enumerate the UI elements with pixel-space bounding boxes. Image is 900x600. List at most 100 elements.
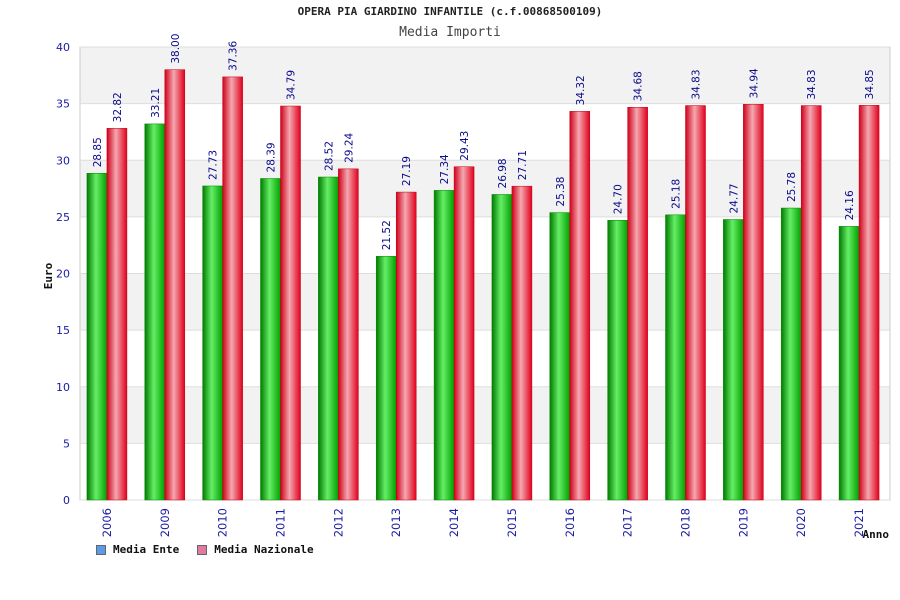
y-axis-label: Euro	[42, 262, 55, 289]
y-axis: 0 5 10 15 20 25 30 35 40	[56, 41, 70, 507]
bar-value-label: 34.79	[286, 70, 298, 100]
x-tick-label: 2011	[274, 508, 288, 537]
bar-nazionale-2013[interactable]	[395, 191, 417, 501]
x-tick-label: 2014	[447, 508, 461, 537]
plot-band	[80, 216, 890, 274]
x-tick-label: 2006	[100, 508, 114, 537]
bar-ente-2014[interactable]	[433, 190, 455, 501]
bar-value-label: 28.85	[92, 137, 104, 167]
bar-value-label: 34.83	[806, 69, 818, 99]
bar-value-label: 21.52	[381, 220, 393, 250]
y-tick-label: 40	[56, 41, 70, 54]
y-tick-label: 30	[56, 154, 70, 167]
legend-swatch-ente	[96, 544, 106, 555]
plot-band	[80, 386, 890, 444]
plot-band	[80, 273, 890, 331]
bar-nazionale-2017[interactable]	[627, 106, 648, 501]
bar-value-label: 34.83	[691, 69, 703, 99]
bar-ente-2018[interactable]	[665, 214, 686, 501]
bar-value-label: 34.68	[633, 71, 645, 101]
bar-value-label: 34.85	[864, 69, 876, 99]
bars	[86, 69, 880, 501]
bar-value-label: 27.71	[517, 150, 529, 180]
x-tick-label: 2015	[505, 508, 519, 537]
y-tick-label: 25	[56, 211, 70, 224]
bar-nazionale-2014[interactable]	[453, 166, 475, 501]
bar-value-label: 37.36	[228, 41, 240, 71]
x-tick-label: 2012	[331, 508, 345, 537]
bar-value-label: 32.82	[112, 92, 124, 122]
plot-band	[80, 330, 890, 387]
bar-ente-2012[interactable]	[318, 176, 339, 501]
plot-band	[80, 47, 890, 104]
bar-nazionale-2010[interactable]	[222, 76, 243, 501]
bar-value-label: 27.34	[439, 154, 451, 184]
bar-ente-2016[interactable]	[549, 212, 571, 501]
plot-band	[80, 160, 890, 217]
bar-value-label: 24.16	[844, 190, 856, 220]
bar-nazionale-2018[interactable]	[685, 105, 706, 501]
bar-nazionale-2016[interactable]	[569, 111, 591, 501]
x-tick-label: 2016	[563, 508, 577, 537]
x-tick-label: 2020	[794, 508, 808, 537]
y-tick-label: 35	[56, 98, 70, 111]
bar-nazionale-2020[interactable]	[800, 105, 822, 501]
bar-value-label: 34.94	[748, 68, 760, 98]
bar-value-label: 33.21	[150, 88, 162, 118]
y-tick-label: 0	[63, 494, 70, 507]
bar-nazionale-2011[interactable]	[280, 105, 301, 501]
bar-nazionale-2012[interactable]	[338, 168, 359, 501]
x-tick-label: 2021	[852, 508, 866, 537]
x-tick-label: 2013	[389, 508, 403, 537]
bar-value-label: 38.00	[170, 34, 182, 64]
chart-subtitle: Media Importi	[399, 25, 501, 40]
x-axis: 2006 2009 2010 2011 2012 2013 2014 2015 2016 2017…	[100, 508, 866, 537]
bar-value-label: 34.32	[575, 75, 587, 105]
legend: Media Ente Media Nazionale	[96, 543, 314, 556]
bar-ente-2011[interactable]	[260, 178, 281, 501]
bar-ente-2017[interactable]	[607, 220, 628, 501]
bar-labels: 28.85 32.82 33.21 38.00 27.73 37.36 28.39 34.79…	[92, 34, 876, 251]
bar-value-label: 29.24	[343, 132, 355, 162]
bar-nazionale-2006[interactable]	[106, 128, 128, 501]
bar-nazionale-2021[interactable]	[858, 105, 880, 501]
x-tick-label: 2017	[621, 508, 635, 537]
bar-value-label: 27.19	[401, 156, 413, 186]
bar-ente-2006[interactable]	[86, 173, 108, 501]
y-tick-label: 10	[56, 381, 70, 394]
bar-value-label: 24.70	[613, 184, 625, 214]
bar-ente-2013[interactable]	[375, 256, 397, 501]
plot-band	[80, 103, 890, 161]
legend-item-nazionale[interactable]: Media Nazionale	[197, 543, 314, 556]
bar-ente-2009[interactable]	[144, 123, 166, 501]
x-tick-label: 2009	[158, 508, 172, 537]
bar-ente-2015[interactable]	[491, 194, 513, 501]
bar-ente-2019[interactable]	[723, 219, 744, 501]
y-tick-label: 5	[63, 437, 70, 450]
legend-label-nazionale: Media Nazionale	[214, 543, 314, 556]
bar-ente-2021[interactable]	[838, 226, 860, 501]
bar-ente-2020[interactable]	[780, 207, 802, 501]
x-tick-label: 2010	[216, 508, 230, 537]
bar-value-label: 24.77	[728, 183, 740, 213]
y-tick-label: 20	[56, 268, 70, 281]
bar-value-label: 28.52	[323, 141, 335, 171]
bar-value-label: 27.73	[208, 150, 220, 180]
bar-value-label: 25.18	[671, 179, 683, 209]
bar-nazionale-2009[interactable]	[164, 69, 186, 501]
legend-swatch-nazionale	[197, 544, 208, 555]
plot-band	[80, 443, 890, 500]
bar-nazionale-2015[interactable]	[511, 185, 533, 501]
bar-ente-2010[interactable]	[202, 185, 223, 501]
bar-value-label: 25.78	[786, 172, 798, 202]
bar-value-label: 28.39	[266, 142, 278, 172]
y-tick-label: 15	[56, 324, 70, 337]
chart-title: OPERA PIA GIARDINO INFANTILE (c.f.008685…	[297, 5, 603, 18]
bar-value-label: 29.43	[459, 131, 471, 161]
bar-value-label: 25.38	[555, 177, 567, 207]
bar-value-label: 26.98	[497, 158, 509, 188]
bar-nazionale-2019[interactable]	[743, 104, 764, 501]
x-tick-label: 2018	[679, 508, 693, 537]
legend-item-ente[interactable]: Media Ente	[96, 543, 179, 556]
